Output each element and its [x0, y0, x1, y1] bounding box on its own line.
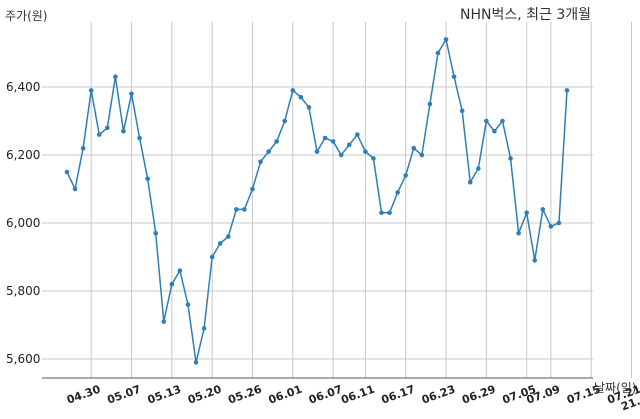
chart-title: NHN벅스, 최근 3개월: [460, 7, 591, 23]
data-point: [338, 152, 344, 158]
data-point: [508, 156, 513, 161]
x-tick-labels: 04.30 05.07 05.13 05.20 05.26 06.01 06.0706.11…: [65, 382, 640, 413]
data-point: [105, 125, 110, 131]
data-point: [387, 210, 392, 216]
data-point: [113, 74, 118, 80]
data-point: [258, 159, 263, 165]
data-point: [451, 74, 457, 80]
data-point: [556, 220, 562, 226]
data-point: [201, 326, 207, 331]
data-point: [540, 207, 546, 212]
price-line: [66, 37, 568, 363]
y-tick-label: 6,000: [6, 216, 40, 230]
data-point: [290, 88, 296, 93]
data-point: [379, 210, 384, 216]
data-point: [129, 91, 134, 97]
data-point: [306, 105, 312, 110]
data-point: [322, 135, 328, 141]
data-point: [500, 118, 505, 124]
data-point: [548, 224, 554, 229]
data-point: [475, 166, 481, 171]
data-point: [395, 190, 400, 195]
x-tick-label: 06.11: [339, 383, 376, 407]
data-point: [363, 149, 368, 154]
data-point: [298, 94, 304, 100]
data-point: [274, 139, 279, 144]
x-axis-label: 날짜(일): [594, 381, 636, 395]
data-point: [250, 186, 255, 192]
data-point: [217, 241, 223, 246]
data-point: [121, 128, 126, 134]
data-point: [234, 207, 239, 212]
y-tick-label: 6,400: [6, 80, 40, 94]
x-tick-label: 05.07: [105, 383, 142, 407]
data-point: [145, 176, 150, 182]
y-axis-label: 주가(원): [5, 9, 47, 23]
data-point: [185, 302, 191, 307]
data-point: [435, 50, 441, 56]
data-point: [492, 128, 497, 134]
data-point: [96, 132, 102, 137]
data-point: [524, 210, 529, 216]
data-point: [411, 145, 417, 151]
data-point: [209, 254, 215, 260]
x-tick-label: 06.23: [420, 383, 457, 407]
data-point: [80, 145, 86, 151]
x-tick-label: 05.20: [186, 382, 223, 406]
data-point: [564, 88, 570, 93]
grid-lines: [42, 22, 633, 378]
data-point: [266, 149, 271, 154]
data-point: [516, 230, 521, 236]
data-point: [427, 101, 433, 107]
data-point: [153, 230, 159, 236]
data-point: [403, 173, 409, 178]
data-point: [443, 37, 449, 42]
data-point: [484, 118, 489, 124]
x-tick-label: 05.26: [226, 382, 263, 406]
data-point: [282, 118, 288, 124]
data-point: [419, 152, 425, 158]
data-points: [64, 37, 570, 365]
y-tick-label: 5,600: [6, 352, 40, 366]
data-point: [161, 319, 167, 324]
data-point: [459, 108, 465, 114]
x-tick-label: 06.29: [460, 383, 497, 407]
data-point: [314, 149, 320, 154]
data-point: [346, 142, 352, 148]
data-point: [169, 281, 175, 287]
x-tick-label: 05.13: [146, 383, 183, 407]
data-point: [225, 234, 231, 239]
y-tick-label: 5,800: [6, 284, 40, 298]
data-point: [137, 135, 142, 141]
data-point: [355, 132, 360, 137]
data-point: [242, 207, 247, 212]
data-point: [532, 258, 538, 263]
x-tick-label: 06.01: [267, 383, 304, 407]
y-tick-labels: 5,600 5,800 6,000 6,200 6,400: [6, 80, 40, 366]
data-point: [177, 268, 183, 273]
data-point: [467, 179, 473, 185]
x-tick-label: 06.17: [380, 383, 417, 407]
data-point: [72, 186, 78, 192]
data-point: [88, 88, 94, 93]
y-tick-label: 6,200: [6, 148, 40, 162]
data-point: [64, 169, 70, 175]
data-point: [371, 156, 376, 161]
x-tick-label: 04.30: [65, 382, 102, 406]
data-point: [330, 139, 336, 144]
data-point: [193, 360, 199, 365]
